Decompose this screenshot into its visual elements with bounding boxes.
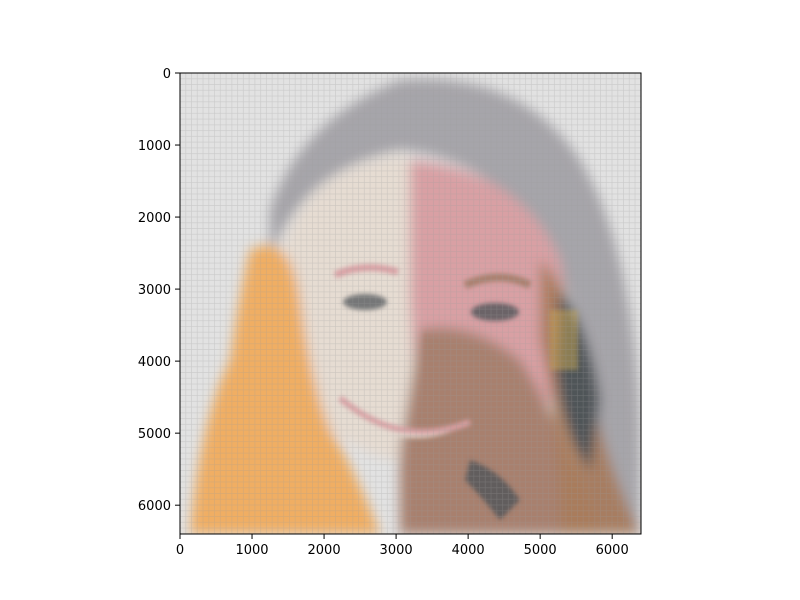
x-tick-label: 3000 — [380, 543, 413, 558]
axes-frame — [179, 72, 642, 535]
x-tick-label: 2000 — [308, 543, 341, 558]
x-tick-label: 4000 — [452, 543, 485, 558]
y-tick-label: 4000 — [138, 355, 171, 370]
x-tick-label: 6000 — [596, 543, 629, 558]
mosaic-tile-grid — [180, 73, 641, 534]
x-tick-label: 5000 — [524, 543, 557, 558]
x-axis: 0 1000 2000 3000 4000 5000 6000 — [176, 534, 629, 558]
y-tick-label: 0 — [163, 67, 171, 82]
y-tick-label: 3000 — [138, 283, 171, 298]
y-tick-label: 6000 — [138, 499, 171, 514]
y-tick-label: 2000 — [138, 211, 171, 226]
y-tick-label: 1000 — [138, 139, 171, 154]
y-axis: 0 1000 2000 3000 4000 5000 6000 — [138, 67, 180, 514]
y-tick-label: 5000 — [138, 427, 171, 442]
x-tick-label: 0 — [176, 543, 184, 558]
x-tick-label: 1000 — [235, 543, 268, 558]
heatmap-image — [180, 73, 641, 534]
